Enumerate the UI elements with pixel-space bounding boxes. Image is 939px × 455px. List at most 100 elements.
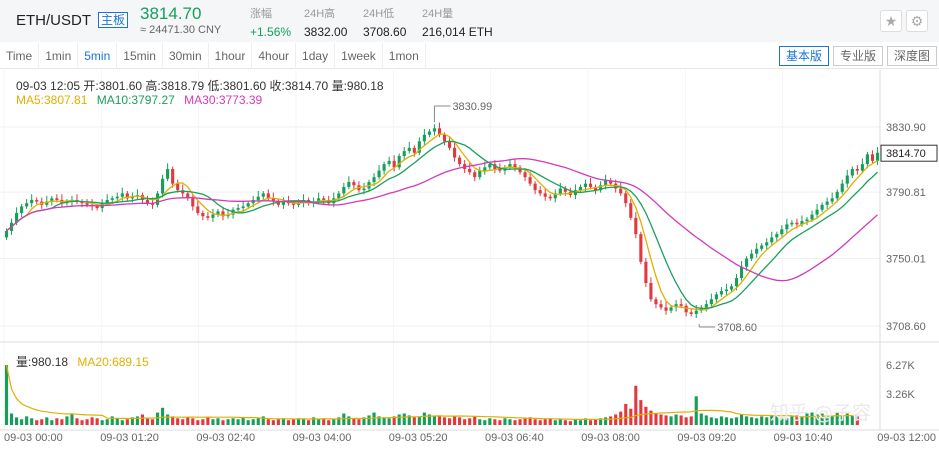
candle-body — [55, 198, 59, 200]
volume-bar — [226, 419, 230, 425]
candle-body — [739, 266, 744, 279]
candle-body — [775, 234, 779, 238]
tab-1day[interactable]: 1day — [296, 43, 336, 69]
volume-bar — [432, 416, 437, 425]
candle-body — [583, 183, 588, 187]
volume-bar — [352, 418, 356, 425]
time-tick-label: 09-03 01:20 — [100, 432, 159, 444]
volume-bar — [40, 419, 44, 425]
tab-30min[interactable]: 30min — [163, 43, 209, 69]
tab-15min[interactable]: 15min — [117, 43, 163, 69]
volume-bar — [729, 418, 734, 425]
volume-bar — [65, 416, 69, 425]
volume-bar — [609, 416, 613, 425]
volume-bar — [599, 418, 603, 425]
candle-body — [870, 154, 875, 161]
volume-bar — [513, 420, 517, 425]
volume-bar — [216, 418, 220, 425]
candle-body — [674, 304, 678, 308]
candle-body — [649, 283, 653, 300]
candle-body — [271, 198, 275, 202]
star-icon[interactable]: ★ — [880, 10, 902, 32]
volume-bar — [845, 413, 849, 425]
volume-bar — [307, 420, 311, 425]
tab-1hour[interactable]: 1hour — [209, 43, 253, 69]
candle-body — [432, 128, 437, 132]
candle-body — [261, 193, 265, 197]
candle-body — [790, 222, 794, 225]
volume-bar — [709, 417, 713, 425]
candle-body — [216, 211, 220, 215]
volume-bar — [528, 417, 532, 425]
pro-view-button[interactable]: 专业版 — [832, 46, 883, 66]
candle-body — [236, 208, 240, 210]
volume-bar — [498, 420, 502, 425]
volume-ma20-line — [5, 364, 858, 420]
candle-body — [130, 196, 134, 199]
tab-1week[interactable]: 1week — [335, 43, 383, 69]
ma20-label: MA20:689.15 — [77, 355, 149, 369]
tab-time[interactable]: Time — [0, 43, 40, 69]
pair-name[interactable]: ETH/USDT — [16, 12, 91, 29]
volume-bar — [805, 413, 809, 425]
candle-body — [729, 286, 734, 290]
volume-bar — [624, 403, 628, 425]
volume-bar — [115, 418, 119, 425]
candle-body — [161, 178, 165, 194]
volume-bar — [447, 418, 452, 425]
volume-bar — [463, 419, 467, 425]
candle-body — [533, 183, 537, 191]
candle-body — [619, 188, 623, 194]
price-tick-label: 3750.01 — [886, 254, 926, 266]
candle-body — [115, 196, 119, 199]
candle-body — [196, 206, 200, 213]
tab-4hour[interactable]: 4hour — [252, 43, 297, 69]
price-tick-label: 3708.60 — [886, 321, 926, 333]
time-tick-label: 09-03 06:40 — [485, 432, 544, 444]
main-board-badge: 主板 — [98, 12, 129, 28]
volume-bar — [689, 416, 693, 425]
candle-body — [392, 160, 396, 168]
volume-bar — [840, 415, 844, 425]
tab-1min[interactable]: 1min — [39, 43, 79, 69]
view-switch: 基本版 专业版 深度图 — [778, 46, 937, 66]
volume-bar — [105, 419, 109, 425]
stat-value: 216,014 ETH — [422, 25, 493, 39]
volume-bar — [412, 417, 416, 425]
volume-bar — [468, 418, 472, 425]
tab-1mon[interactable]: 1mon — [383, 43, 426, 69]
candle-body — [387, 160, 391, 165]
tab-5min[interactable]: 5min — [78, 43, 118, 69]
candle-body — [604, 180, 608, 186]
basic-view-button[interactable]: 基本版 — [778, 46, 829, 66]
time-tick-label: 09-03 12:00 — [877, 432, 936, 444]
volume-bar — [553, 420, 557, 425]
candle-body — [724, 289, 729, 292]
volume-bar — [231, 418, 235, 425]
candle-body — [543, 193, 547, 197]
settings-icon[interactable]: ⚙ — [906, 10, 928, 32]
candle-body — [538, 190, 542, 194]
volume-bar — [755, 418, 759, 425]
volume-bar — [518, 419, 522, 425]
candle-body — [845, 175, 849, 184]
volume-bar — [679, 415, 683, 425]
candle-body — [488, 164, 492, 168]
depth-chart-button[interactable]: 深度图 — [886, 46, 937, 66]
volume-bar — [211, 419, 215, 425]
candle-body — [362, 188, 366, 191]
candle-body — [629, 203, 633, 218]
volume-bar — [785, 418, 789, 425]
candle-body — [714, 294, 718, 300]
candle-body — [634, 217, 638, 235]
volume-bar — [261, 416, 265, 425]
candle-body — [342, 186, 346, 194]
interval-toolbar: Time 1min 5min 15min 30min 1hour 4hour 1… — [0, 43, 939, 69]
candle-body — [276, 201, 280, 205]
volume-bar — [810, 412, 814, 425]
volume-bar — [327, 420, 331, 425]
ma30-label: MA30:3773.39 — [184, 93, 263, 107]
stat-24h-volume: 24H量 216,014 ETH — [422, 5, 493, 39]
low-marker-label: 3708.60 — [717, 322, 757, 334]
